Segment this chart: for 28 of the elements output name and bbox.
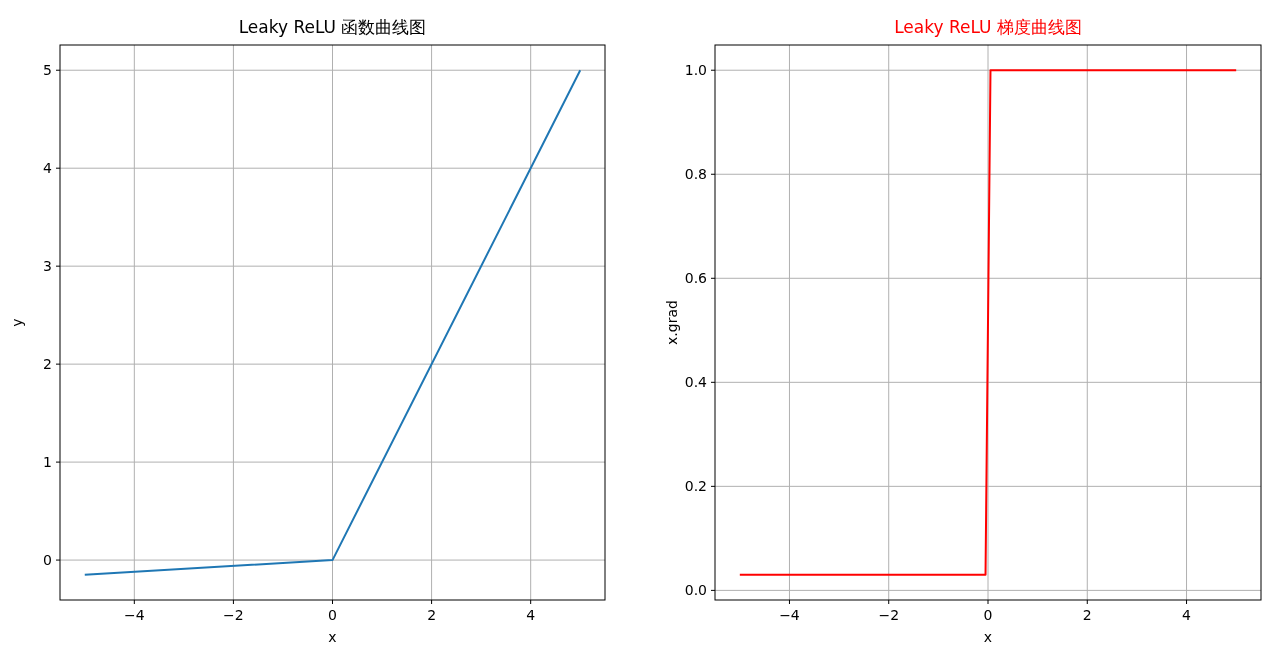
y-tick-label: 0.4 [684, 374, 708, 391]
y-tick-label: 0.6 [684, 270, 708, 287]
x-tick-label: −2 [878, 607, 900, 623]
x-tick-label: 0 [328, 607, 337, 623]
y-tick-label: 4 [43, 160, 53, 177]
y-tick-label: 0 [43, 552, 52, 569]
x-tick-label: 0 [983, 607, 993, 623]
y-axis-title: y [9, 318, 25, 327]
x-tick-label: −2 [223, 607, 244, 623]
x-tick-label: −4 [779, 607, 800, 623]
x-axis-title: x [328, 629, 337, 645]
x-axis-title: x [983, 629, 993, 645]
y-tick-label: 0.0 [684, 582, 707, 599]
y-tick-label: 0.8 [684, 166, 707, 183]
y-tick-label: 0.2 [684, 478, 707, 495]
x-tick-label: 2 [427, 607, 437, 623]
y-tick-label: 1.0 [684, 62, 707, 79]
x-tick-label: 2 [1082, 607, 1092, 623]
y-tick-label: 1 [43, 454, 52, 471]
x-tick-label: −4 [124, 607, 145, 623]
y-tick-label: 3 [43, 258, 52, 275]
x-tick-label: 4 [526, 607, 536, 623]
chart-title: Leaky ReLU 函数曲线图 [238, 17, 427, 37]
chart-title: Leaky ReLU 梯度曲线图 [894, 17, 1082, 37]
y-axis-title: x.grad [664, 300, 680, 345]
y-tick-label: 2 [43, 356, 52, 373]
x-tick-label: 4 [1182, 607, 1192, 623]
y-tick-label: 5 [43, 62, 52, 79]
